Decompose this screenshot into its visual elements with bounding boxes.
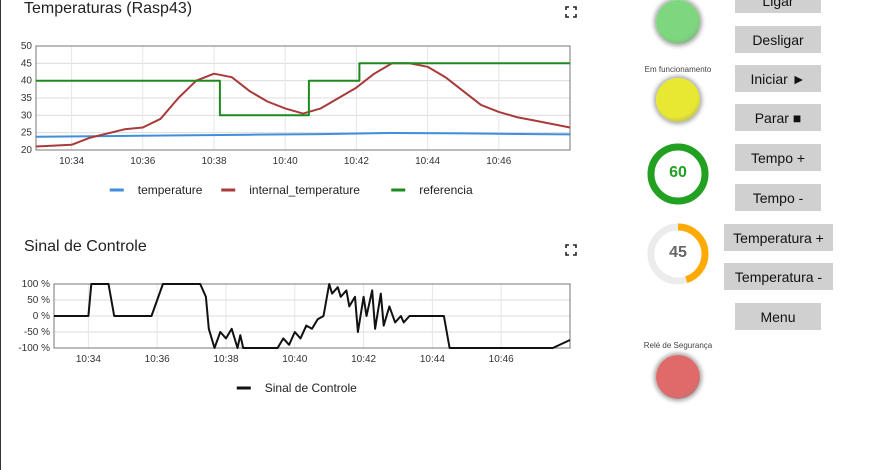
legend: temperature internal_temperature referenci… bbox=[109, 183, 473, 197]
y-tick-label: 35 bbox=[21, 93, 33, 104]
x-tick-label: 10:34 bbox=[59, 156, 84, 167]
temperature-chart: 20 25 30 35 40 45 50 10:34 10:36 10:38 10:40 10:42 1… bbox=[21, 41, 571, 197]
y-tick-label: 50 bbox=[21, 41, 33, 52]
x-tick-label: 10:40 bbox=[282, 354, 307, 365]
fullscreen-icon[interactable] bbox=[565, 244, 577, 256]
x-tick-label: 10:42 bbox=[351, 354, 376, 365]
x-tick-label: 10:46 bbox=[486, 156, 511, 167]
running-label: Em funcionamento bbox=[644, 65, 712, 74]
y-tick-label: -100 % bbox=[18, 343, 50, 354]
x-tick-label: 10:44 bbox=[420, 354, 445, 365]
x-tick-label: 10:42 bbox=[344, 156, 369, 167]
ligar-button[interactable]: Ligar bbox=[735, 0, 821, 13]
x-tick-label: 10:40 bbox=[273, 156, 298, 167]
temperature-plus-button[interactable]: Temperatura + bbox=[724, 224, 833, 251]
tempo-minus-button[interactable]: Tempo - bbox=[735, 184, 821, 211]
tempo-plus-button[interactable]: Tempo + bbox=[735, 144, 821, 171]
y-tick-label: 20 bbox=[21, 145, 33, 156]
safety-relay-label: Relé de Segurança bbox=[643, 341, 713, 350]
y-tick-label: 25 bbox=[21, 128, 33, 139]
gauge-arc bbox=[647, 223, 709, 285]
y-tick-label: 45 bbox=[21, 58, 33, 69]
fullscreen-icon[interactable] bbox=[565, 6, 577, 18]
series-line-sinal-de-controle bbox=[54, 283, 571, 349]
menu-button[interactable]: Menu bbox=[735, 303, 821, 330]
x-tick-label: 10:36 bbox=[145, 354, 170, 365]
desligar-button[interactable]: Desligar bbox=[735, 26, 821, 53]
x-tick-label: 10:46 bbox=[489, 354, 514, 365]
temperature-minus-button[interactable]: Temperatura - bbox=[724, 263, 833, 290]
time-gauge-value: 60 bbox=[669, 164, 687, 181]
legend-label: internal_temperature bbox=[249, 183, 360, 197]
legend-label: Sinal de Controle bbox=[265, 381, 357, 395]
temperature-gauge bbox=[647, 223, 709, 285]
series-line-referencia bbox=[36, 62, 570, 117]
y-tick-label: 0 % bbox=[33, 311, 50, 322]
status-led-top bbox=[656, 0, 700, 44]
y-tick-label: 40 bbox=[21, 76, 33, 87]
x-tick-label: 10:38 bbox=[201, 156, 226, 167]
temp-chart-title: Temperaturas (Rasp43) bbox=[24, 0, 193, 17]
x-tick-label: 10:36 bbox=[130, 156, 155, 167]
safety-relay-led bbox=[656, 355, 700, 399]
y-tick-label: -50 % bbox=[24, 327, 50, 338]
gauge-arc bbox=[647, 143, 709, 205]
x-tick-label: 10:38 bbox=[213, 354, 238, 365]
signal-chart-title: Sinal de Controle bbox=[24, 238, 147, 255]
running-led bbox=[656, 78, 700, 122]
temperature-gauge-value: 45 bbox=[669, 244, 687, 261]
parar-button[interactable]: Parar ■ bbox=[735, 104, 821, 131]
x-tick-label: 10:44 bbox=[415, 156, 440, 167]
plot-frame bbox=[35, 45, 571, 151]
series-line-temperature bbox=[35, 132, 571, 138]
y-tick-label: 30 bbox=[21, 110, 33, 121]
series-line-internal-temperature bbox=[35, 62, 571, 148]
time-gauge bbox=[647, 143, 709, 205]
legend: Sinal de Controle bbox=[236, 381, 357, 395]
left-border bbox=[0, 0, 1, 470]
y-tick-label: 50 % bbox=[27, 295, 50, 306]
iniciar-button[interactable]: Iniciar ► bbox=[735, 65, 821, 92]
x-tick-label: 10:34 bbox=[76, 354, 101, 365]
legend-label: temperature bbox=[138, 183, 203, 197]
control-signal-chart: 100 % 50 % 0 % -50 % -100 % 10:34 10:36 10:38 10… bbox=[18, 279, 571, 395]
y-tick-label: 100 % bbox=[22, 279, 50, 290]
legend-label: referencia bbox=[419, 183, 473, 197]
